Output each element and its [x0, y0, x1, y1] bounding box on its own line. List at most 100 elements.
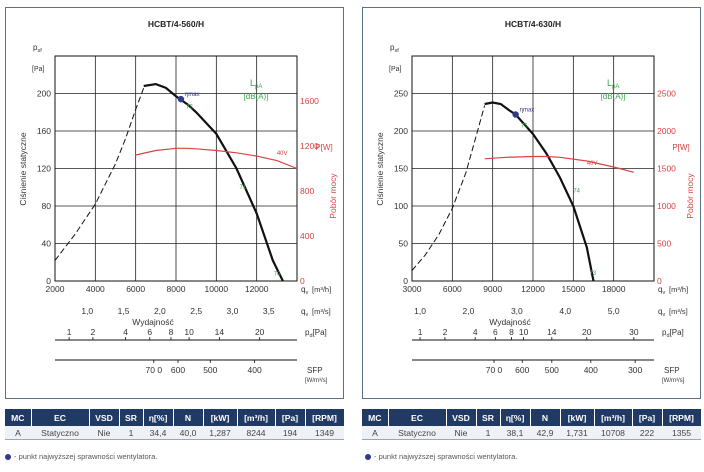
spec-cell: Statyczno: [31, 426, 89, 440]
m3s-tick-label: 1,5: [118, 306, 130, 316]
m3s-tick-label: 2,0: [463, 306, 475, 316]
sfp-label: SFP: [664, 366, 680, 375]
col-header: [kW]: [203, 409, 238, 426]
y-tick-label: 200: [37, 89, 51, 99]
col-header: [m³/h]: [237, 409, 276, 426]
spec-cell: 1: [476, 426, 500, 440]
x-axis-label: Wydajność: [132, 317, 174, 327]
spec-cell: A: [362, 426, 388, 440]
efficiency-point: [512, 111, 519, 118]
x-tick-label: 18000: [602, 284, 626, 294]
efficiency-dot-icon: [5, 454, 11, 461]
col-header: EC: [388, 409, 447, 426]
x-tick-label: 10000: [205, 284, 229, 294]
y-unit-bracket: [Pa]: [32, 66, 45, 73]
efficiency-point: [177, 95, 185, 103]
m3s-tick-label: 3,0: [511, 306, 523, 316]
pd-tick-label: 20: [255, 327, 265, 337]
x-tick-label: 6000: [443, 284, 462, 294]
spec-header-row: MC EC VSD SR η[%] N [kW] [m³/h] [Pa] [RP…: [362, 409, 702, 426]
pd-tick-label: 4: [123, 327, 128, 337]
sfp-tick-label: 400: [248, 365, 262, 375]
col-header: [m³/h]: [594, 409, 633, 426]
sfp-tick-label: 500: [203, 365, 217, 375]
spec-cell: 40,0: [173, 426, 203, 440]
plot-frame: [411, 55, 655, 282]
y2-tick-label: 2000: [657, 126, 676, 136]
x-unit-m3h: [m³/h]: [669, 285, 688, 294]
col-header: N: [173, 409, 204, 426]
spec-cell: 42,9: [530, 426, 560, 440]
y2-axis-label: Pobór mocy: [685, 173, 695, 219]
spec-header-row: MC EC VSD SR η[%] N [kW] [m³/h] [Pa] [RP…: [5, 409, 345, 426]
efficiency-label: ηmax: [185, 92, 200, 98]
efficiency-label: ηmax: [520, 108, 535, 114]
chart-panel: HCBT/4-630/H 0 50 100 150 200 250 0 500 1000 1500 2…: [362, 7, 701, 399]
spec-cell: 222: [632, 426, 662, 440]
footnote-text: - punkt najwyższej sprawności wentylator…: [374, 452, 518, 461]
lpa-value: 70: [274, 271, 281, 277]
lpa-value: 72: [186, 105, 193, 111]
col-header: SR: [476, 409, 501, 426]
pd-tick-label: 1: [418, 327, 423, 337]
y2-unit-label: P[W]: [672, 143, 689, 152]
y-unit-bracket: [Pa]: [389, 66, 402, 73]
sfp-tick-label: 70 0: [486, 365, 503, 375]
x-tick-label: 6000: [126, 284, 145, 294]
m3s-tick-label: 1,0: [414, 306, 426, 316]
y-unit-label: psf: [390, 43, 399, 54]
col-header: VSD: [446, 409, 477, 426]
pd-tick-label: 2: [443, 327, 448, 337]
spec-cell: A: [5, 426, 31, 440]
spec-cell: 1,287: [203, 426, 237, 440]
q-label-m3s: qv: [658, 307, 665, 318]
lpa-label: LpA: [250, 78, 262, 90]
pd-tick-label: 6: [493, 327, 498, 337]
col-header: [Pa]: [275, 409, 306, 426]
y-tick-label: 100: [394, 201, 408, 211]
pressure-curve-dashed: [411, 105, 486, 271]
pd-tick-label: 2: [91, 327, 96, 337]
pd-tick-label: 8: [509, 327, 514, 337]
pd-tick-label: 6: [147, 327, 152, 337]
y2-tick-label: 400: [300, 231, 314, 241]
lpa-value: 71: [240, 185, 247, 191]
sfp-tick-label: 600: [515, 365, 529, 375]
col-header: MC: [362, 409, 389, 426]
pressure-curve: [484, 101, 595, 282]
m3s-tick-label: 4,0: [559, 306, 571, 316]
y2-tick-label: 0: [300, 276, 305, 286]
spec-table: MC EC VSD SR η[%] N [kW] [m³/h] [Pa] [RP…: [362, 409, 702, 440]
chart-panel: HCBT/4-560/H 0 40 80 120 160 200 0 400 800 1200 160…: [5, 7, 344, 399]
pd-label: pd[Pa]: [305, 328, 327, 339]
spec-cell: 10708: [594, 426, 632, 440]
y-tick-label: 0: [403, 276, 408, 286]
pd-label: pd[Pa]: [662, 328, 684, 339]
x-tick-label: 8000: [167, 284, 186, 294]
m3s-tick-label: 3,0: [227, 306, 239, 316]
col-header: EC: [31, 409, 90, 426]
col-header: η[%]: [143, 409, 174, 426]
y-axis-label: Ciśnienie statyczne: [375, 132, 385, 206]
col-header: [RPM]: [305, 409, 345, 426]
q-label-m3s: qv: [301, 307, 308, 318]
y-tick-label: 40: [42, 239, 52, 249]
spec-row: A Statyczno Nie 1 38,1 42,9 1,731 10708 …: [362, 426, 701, 440]
m3s-tick-label: 2,5: [190, 306, 202, 316]
sfp-tick-label: 70 0: [146, 365, 163, 375]
y-tick-label: 80: [42, 201, 52, 211]
x-tick-label: 12000: [521, 284, 545, 294]
spec-row: A Statyczno Nie 1 34,4 40,0 1,287 8244 1…: [5, 426, 344, 440]
col-header: VSD: [89, 409, 120, 426]
y2-unit-label: P[W]: [315, 143, 332, 152]
spec-cell: 38,1: [500, 426, 530, 440]
m3s-tick-label: 5,0: [608, 306, 620, 316]
spec-cell: Statyczno: [388, 426, 446, 440]
x-unit-m3s: [m³/s]: [312, 307, 331, 316]
pd-tick-label: 14: [547, 327, 557, 337]
y2-tick-label: 800: [300, 186, 314, 196]
x-tick-label: 2000: [46, 284, 65, 294]
chart-title: HCBT/4-560/H: [148, 19, 204, 29]
spec-cell: Nie: [446, 426, 476, 440]
col-header: N: [530, 409, 561, 426]
